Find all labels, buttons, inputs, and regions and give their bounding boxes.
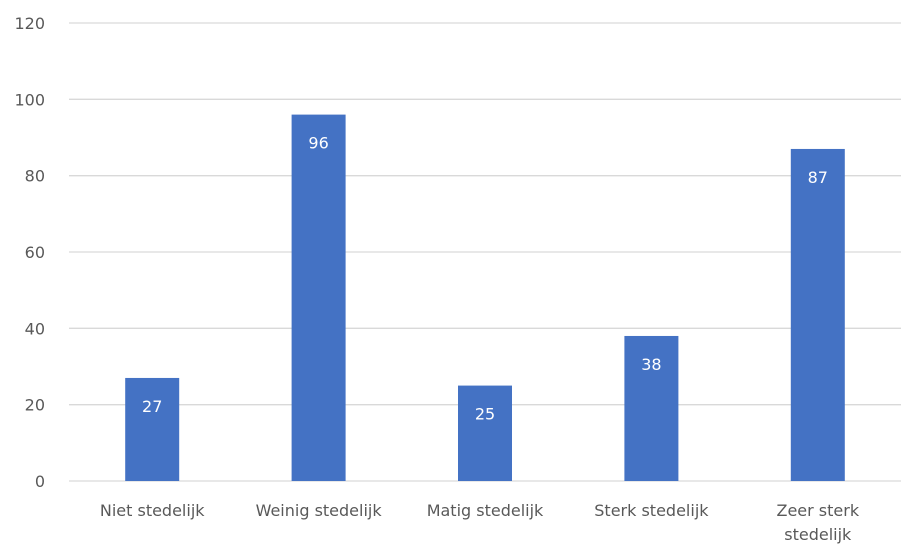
y-tick-label: 80 (25, 167, 45, 186)
y-tick-label: 60 (25, 243, 45, 262)
gridlines (69, 22, 901, 482)
data-label: 96 (308, 134, 328, 153)
data-label: 25 (475, 405, 495, 424)
data-label: 38 (641, 355, 661, 374)
x-category-label-line: Weinig stedelijk (256, 501, 383, 520)
y-tick-label: 120 (14, 14, 45, 33)
data-label: 87 (808, 168, 828, 187)
x-category-label: Weinig stedelijk (256, 501, 383, 520)
bars (125, 114, 845, 481)
x-category-label-line: Zeer sterk (776, 501, 859, 520)
x-category-label-line: stedelijk (784, 525, 852, 544)
x-category-label-line: Niet stedelijk (100, 501, 205, 520)
x-axis-categories: Niet stedelijk Weinig stedelijk Matig sted… (100, 501, 860, 544)
x-category-label: Zeer sterk stedelijk (776, 501, 859, 544)
y-tick-label: 100 (14, 90, 45, 109)
x-category-label: Niet stedelijk (100, 501, 205, 520)
y-axis-ticks: 0 20 40 60 80 100 120 (14, 14, 45, 491)
bar (790, 148, 845, 481)
data-labels: 27 96 25 38 87 (142, 134, 828, 424)
bar (291, 114, 346, 481)
data-label: 27 (142, 397, 162, 416)
x-category-label-line: Sterk stedelijk (594, 501, 709, 520)
y-tick-label: 40 (25, 319, 45, 338)
bar (125, 377, 180, 481)
x-category-label-line: Matig stedelijk (427, 501, 544, 520)
y-tick-label: 20 (25, 396, 45, 415)
bar (624, 335, 679, 481)
bar (458, 385, 512, 481)
y-tick-label: 0 (35, 472, 45, 491)
x-category-label: Sterk stedelijk (594, 501, 709, 520)
x-category-label: Matig stedelijk (427, 501, 544, 520)
